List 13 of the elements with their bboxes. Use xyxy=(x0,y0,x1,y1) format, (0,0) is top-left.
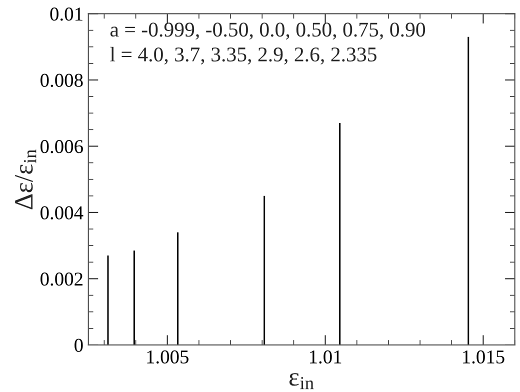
annotation: a = -0.999, -0.50, 0.0, 0.50, 0.75, 0.90 xyxy=(110,22,426,40)
y-tick-label: 0.006 xyxy=(40,140,83,154)
y-tick-label: 0.01 xyxy=(50,8,82,21)
y-axis-title: Δε/ε$_{in}$ xyxy=(15,149,36,210)
x-tick-label: 1.015 xyxy=(463,350,504,364)
x-tick-label: 1.01 xyxy=(310,350,342,364)
y-tick-label: 0.002 xyxy=(40,272,82,286)
y-tick-label: 0.008 xyxy=(40,74,83,87)
x-tick-label: 1.005 xyxy=(147,350,188,364)
y-tick-label: 0.004 xyxy=(40,206,84,220)
x-axis-title: ε$_{in}$ xyxy=(289,373,314,390)
y-tick-label: 0 xyxy=(74,338,83,352)
annotation: l = 4.0, 3.7, 3.35, 2.9, 2.6, 2.335 xyxy=(110,46,376,65)
